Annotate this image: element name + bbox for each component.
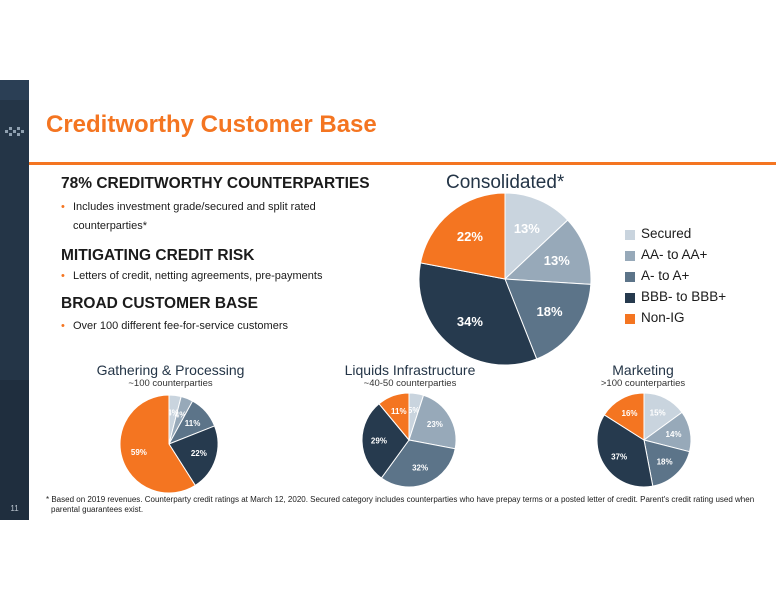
liquids-pie: 5% 23% 32% 29% 11% [361, 392, 457, 488]
pie-data-label: 32% [412, 463, 428, 472]
pie-slice-non-ig [378, 392, 410, 442]
pie-slice-aa-to-aa- [503, 219, 592, 285]
pie-data-label: 16% [622, 409, 638, 418]
consolidated-pie: 13% 13% 18% 34% 22% [418, 192, 592, 366]
pie-slice-a-to-a- [380, 439, 456, 488]
footnote-line: parental guarantees exist. [51, 505, 144, 514]
gathering-title: Gathering & Processing [96, 362, 245, 378]
pie-data-label: 18% [537, 304, 563, 319]
marketing-pie: 15% 14% 18% 37% 16% [596, 392, 692, 488]
pie-data-label: 13% [544, 253, 570, 268]
pie-slice-aa-to-aa- [408, 394, 457, 450]
footnote: * Based on 2019 revenues. Counterparty c… [46, 495, 766, 515]
legend-swatch [625, 251, 635, 261]
pie-slice-bbb-to-bbb- [361, 403, 410, 479]
pie-data-label: 22% [191, 449, 207, 458]
bullet-creditworthy-cont: counterparties* [73, 220, 147, 232]
bullet-dot: • [61, 201, 65, 213]
bullet-creditworthy: • Includes investment grade/secured and s… [61, 198, 316, 217]
pie-data-label: 11% [185, 419, 201, 428]
legend-swatch [625, 272, 635, 282]
legend-label: A- to A+ [641, 268, 690, 283]
pie-data-label: 11% [391, 407, 407, 416]
pie-slice-bbb-to-bbb- [168, 425, 219, 487]
legend-label: BBB- to BBB+ [641, 289, 727, 304]
sidebar-top-band [0, 80, 29, 100]
marketing-title: Marketing [612, 362, 674, 378]
pie-slice-bbb-to-bbb- [596, 414, 654, 488]
pie-data-label: 59% [131, 448, 147, 457]
gathering-pie: 4%4%11%22%59% [119, 394, 219, 494]
footnote-line: * Based on 2019 revenues. Counterparty c… [46, 495, 755, 504]
slide: 11 Creditworthy Customer Base 78% CREDIT… [0, 80, 776, 520]
pie-data-label: 18% [657, 457, 673, 466]
pie-data-label: 34% [457, 314, 483, 329]
bullet-text: Letters of credit, netting agreements, p… [73, 270, 323, 282]
heading-broad: BROAD CUSTOMER BASE [61, 295, 258, 312]
pie-slice-non-ig [419, 192, 506, 280]
gathering-subtitle: ~100 counterparties [128, 378, 213, 389]
pie-slice-a-to-a- [643, 439, 691, 487]
bullet-broad: • Over 100 different fee-for-service cust… [61, 317, 288, 336]
legend-swatch [625, 230, 635, 240]
legend-label: AA- to AA+ [641, 247, 708, 262]
pie-data-label: 29% [371, 436, 387, 445]
pie-slice-non-ig [603, 392, 645, 441]
slide-title: Creditworthy Customer Base [46, 111, 377, 138]
heading-mitigating: MITIGATING CREDIT RISK [61, 247, 255, 264]
legend-swatch [625, 314, 635, 324]
bullet-dot: • [61, 270, 65, 282]
pie-data-label: 4% [167, 408, 179, 417]
pie-data-label: 13% [514, 221, 540, 236]
title-divider [29, 162, 776, 165]
pie-data-label: 23% [427, 420, 443, 429]
pie-slice-secured [504, 192, 569, 281]
pie-data-label: 22% [457, 229, 483, 244]
marketing-subtitle: >100 counterparties [600, 378, 686, 389]
liquids-subtitle: ~40-50 counterparties [363, 378, 457, 389]
pie-data-label: 4% [175, 410, 187, 419]
heading-creditworthy: 78% CREDITWORTHY COUNTERPARTIES [61, 175, 370, 192]
page-number: 11 [10, 504, 19, 513]
liquids-title: Liquids Infrastructure [344, 362, 476, 378]
legend-label: Non-IG [641, 310, 685, 325]
bullet-text: Over 100 different fee-for-service custo… [73, 320, 288, 332]
pie-data-label: 15% [650, 409, 666, 418]
company-logo-icon [5, 127, 24, 136]
bullet-text: Includes investment grade/secured and sp… [73, 201, 316, 213]
pie-data-label: 37% [611, 452, 627, 461]
consolidated-title: Consolidated* [446, 172, 565, 193]
pie-slice-non-ig [119, 394, 196, 494]
bullet-mitigating: • Letters of credit, netting agreements, … [61, 267, 322, 286]
sidebar: 11 [0, 80, 29, 520]
bullet-dot: • [61, 320, 65, 332]
sidebar-bottom-band [0, 380, 29, 520]
pie-data-label: 14% [666, 430, 682, 439]
pie-data-label: 5% [408, 406, 420, 415]
legend-swatch [625, 293, 635, 303]
legend-label: Secured [641, 226, 692, 241]
pie-slice-bbb-to-bbb- [418, 262, 538, 366]
pie-slice-a-to-a- [504, 278, 592, 360]
